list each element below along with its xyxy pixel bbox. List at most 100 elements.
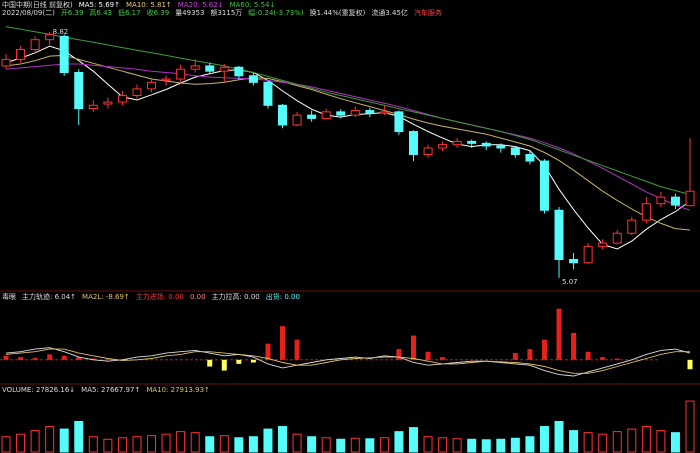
candle-body	[74, 71, 84, 110]
candle-body	[612, 232, 622, 244]
volume-bar	[438, 437, 448, 453]
volume-bar	[307, 436, 317, 453]
candle-body	[292, 114, 302, 126]
low-label: 5.07	[562, 278, 578, 286]
candle-body	[394, 111, 404, 133]
ma-line	[5, 45, 691, 250]
header-text: 主力拉高: 0.00	[212, 292, 260, 301]
histogram-bar	[18, 357, 24, 360]
volume-bar	[132, 436, 142, 453]
volume-bar	[685, 400, 695, 453]
volume-bar	[161, 433, 171, 453]
candle-body	[627, 219, 637, 234]
volume-bar	[292, 433, 302, 453]
candle-body	[336, 111, 346, 116]
volume-bar	[16, 433, 26, 453]
ma-line	[5, 63, 691, 211]
histogram-bar	[47, 354, 53, 360]
header-text: 出货: 0.00	[266, 292, 300, 301]
header-text: 收6.39	[147, 8, 170, 17]
volume-bar	[147, 435, 157, 453]
volume-bar	[656, 430, 666, 453]
histogram-bar	[105, 359, 111, 360]
volume-bar	[88, 436, 98, 453]
volume-bar	[365, 438, 375, 453]
candle-body	[569, 258, 579, 264]
header-text: VOLUME: 27826.16↓	[2, 386, 75, 394]
candle-body	[176, 68, 186, 80]
candle-body	[365, 110, 375, 114]
candle-body	[59, 35, 69, 73]
header-text: 主力进场: 0.00	[136, 292, 184, 301]
histogram-bar	[571, 332, 577, 360]
candle-body	[656, 196, 666, 205]
candle-body	[278, 104, 288, 126]
histogram-bar	[207, 359, 213, 367]
candle-body	[219, 66, 229, 72]
header-text: MA10: 27913.93↑	[146, 386, 210, 394]
volume-bar	[452, 438, 462, 453]
volume-bar	[612, 431, 622, 453]
volume-bar	[336, 438, 346, 453]
candle-body	[438, 144, 448, 149]
candle-body	[496, 145, 506, 149]
header-text: MA60: 5.54↓	[230, 1, 276, 9]
volume-bar	[496, 438, 506, 453]
histogram-bar	[236, 359, 242, 364]
candle-body	[350, 110, 360, 116]
histogram-bar	[265, 343, 271, 360]
candle-body	[161, 78, 171, 81]
histogram-bar	[280, 326, 286, 360]
volume-bar	[74, 420, 84, 453]
candle-body	[263, 81, 273, 106]
histogram-bar	[425, 351, 431, 360]
volume-bar	[45, 426, 55, 453]
histogram-bar	[61, 355, 67, 360]
volume-bar	[379, 437, 389, 453]
high-label: 8.82	[53, 28, 69, 36]
header-text: 开6.39	[61, 9, 84, 17]
volume-bar	[569, 430, 579, 453]
candle-body	[408, 131, 418, 156]
candle-body	[423, 147, 433, 156]
volume-bar	[627, 428, 637, 453]
header-text: 中国中期(日线 前复权)	[2, 0, 73, 9]
header-text: 量49353	[175, 9, 204, 17]
candle-body	[641, 203, 651, 221]
histogram-bar	[687, 359, 693, 370]
volume-bar	[641, 426, 651, 453]
candle-body	[539, 160, 549, 211]
histogram-bar	[600, 357, 606, 360]
volume-bar	[190, 432, 200, 453]
candle-body	[510, 147, 520, 156]
header-text: MA20: 5.62↓	[178, 1, 224, 9]
candle-body	[481, 142, 491, 147]
candle-body	[598, 242, 608, 247]
candle-body	[16, 49, 26, 60]
volume-bar	[670, 432, 680, 453]
volume-bar	[423, 436, 433, 453]
candle-body	[88, 104, 98, 110]
candle-body	[117, 94, 127, 103]
candle-body	[554, 209, 564, 260]
volume-bar	[408, 427, 418, 453]
histogram-bar	[3, 355, 9, 360]
histogram-bar	[556, 308, 562, 360]
histogram-bar	[585, 351, 591, 360]
candle-body	[583, 245, 593, 264]
volume-bar	[321, 437, 331, 453]
histogram-bar	[541, 339, 547, 360]
candle-body	[205, 65, 215, 72]
header-text: 额3115万	[210, 8, 242, 17]
histogram-bar	[294, 339, 300, 360]
histogram-bar	[396, 349, 402, 360]
candle-body	[379, 111, 389, 114]
ma-line	[5, 26, 691, 195]
candle-body	[248, 75, 258, 83]
volume-bar	[583, 432, 593, 453]
volume-bar	[117, 437, 127, 453]
candle-body	[452, 140, 462, 146]
candle-body	[190, 65, 200, 70]
